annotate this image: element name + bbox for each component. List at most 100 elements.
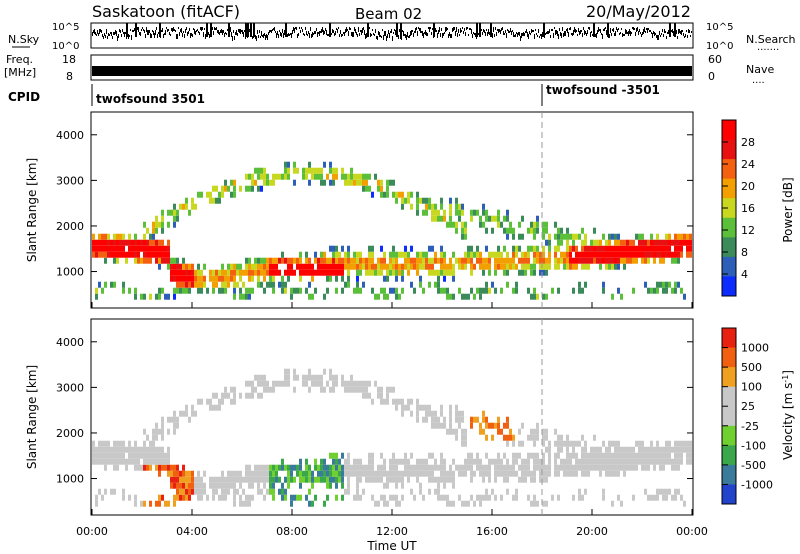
velocity-cell [104, 458, 107, 465]
velocity-cell [356, 470, 359, 477]
power-cell [608, 257, 611, 264]
noise-mark [429, 27, 430, 32]
power-cell [428, 203, 431, 210]
power-cell [92, 251, 95, 258]
velocity-cell [368, 392, 371, 399]
power-cell [497, 263, 500, 270]
velocity-cell [401, 470, 404, 477]
power-cell [410, 281, 413, 288]
noise-mark [635, 32, 636, 36]
velocity-cell [629, 458, 632, 465]
velocity-cell [461, 410, 464, 417]
velocity-cell [251, 482, 254, 489]
noise-mark [150, 33, 151, 38]
power-cell [602, 245, 605, 252]
power-cell [101, 239, 104, 246]
power-cell [581, 257, 584, 264]
power-cell [158, 251, 161, 258]
velocity-cell [251, 386, 254, 393]
velocity-cell [554, 464, 557, 471]
power-cell [233, 293, 236, 300]
velocity-cell [113, 440, 116, 447]
power-cell [173, 287, 176, 294]
power-cell [188, 269, 191, 276]
power-cell [272, 281, 275, 288]
noise-mark [487, 32, 488, 36]
noise-mark [614, 33, 615, 36]
power-cell [122, 251, 125, 258]
velocity-cell [545, 446, 548, 453]
noise-mark [162, 28, 163, 32]
noise-mark [462, 27, 463, 29]
power-cell [365, 257, 368, 264]
noise-mark [133, 30, 134, 32]
power-cell [647, 245, 650, 252]
power-cell [611, 263, 614, 270]
noise-mark [298, 33, 299, 36]
power-cell [617, 233, 620, 240]
velocity-cell [476, 458, 479, 465]
velocity-cell [581, 452, 584, 459]
noise-mark [395, 30, 396, 35]
power-cell [488, 257, 491, 264]
velocity-cell [605, 464, 608, 471]
noise-mark [281, 33, 282, 37]
power-cell [254, 257, 257, 264]
power-cell [191, 275, 194, 282]
power-cell [641, 251, 644, 258]
power-cell [563, 233, 566, 240]
velocity-cell [398, 458, 401, 465]
velocity-cell [476, 416, 479, 423]
power-cell [566, 245, 569, 252]
velocity-cell [350, 464, 353, 471]
velocity-cell [323, 464, 326, 471]
velocity-cell [557, 464, 560, 471]
velocity-cell [653, 458, 656, 465]
power-cell [383, 275, 386, 282]
noise-mark [208, 32, 209, 35]
velocity-cell [416, 416, 419, 423]
power-cell [596, 245, 599, 252]
power-cell [356, 251, 359, 258]
velocity-cell [569, 470, 572, 477]
noise-mark [261, 31, 262, 36]
velocity-cell [545, 470, 548, 477]
velocity-cell [344, 386, 347, 393]
power-cell [191, 281, 194, 288]
power-cell [263, 275, 266, 282]
power-cell [197, 269, 200, 276]
velocity-cell [329, 476, 332, 483]
noise-mark [442, 33, 443, 38]
velocity-cell [377, 464, 380, 471]
velocity-cell [335, 374, 338, 381]
velocity-cell [107, 452, 110, 459]
power-cell [410, 257, 413, 264]
velocity-cell [674, 452, 677, 459]
velocity-cell [260, 476, 263, 483]
xtick-label: 20:00 [576, 525, 608, 538]
noise-mark [422, 31, 423, 36]
power-cell [380, 263, 383, 270]
velocity-cell [368, 452, 371, 459]
velocity-cell [329, 482, 332, 489]
power-cell [176, 257, 179, 264]
noise-axis-bottom-left: 10^0 [52, 41, 79, 52]
power-cell [539, 269, 542, 276]
velocity-cell [542, 458, 545, 465]
xtick-label: 16:00 [476, 525, 508, 538]
power-cell [188, 281, 191, 288]
noise-mark [561, 33, 562, 38]
velocity-cell [473, 416, 476, 423]
noise-mark [163, 34, 164, 38]
velocity-cell [347, 482, 350, 489]
noise-mark [651, 32, 652, 34]
noise-mark [664, 29, 665, 33]
date-title: 20/May/2012 [586, 2, 691, 21]
power-cell [479, 287, 482, 294]
power-cell [566, 233, 569, 240]
noise-mark [248, 30, 249, 34]
power-cell [401, 191, 404, 198]
velocity-cell [194, 488, 197, 495]
noise-mark [467, 27, 468, 29]
power-cell [371, 269, 374, 276]
